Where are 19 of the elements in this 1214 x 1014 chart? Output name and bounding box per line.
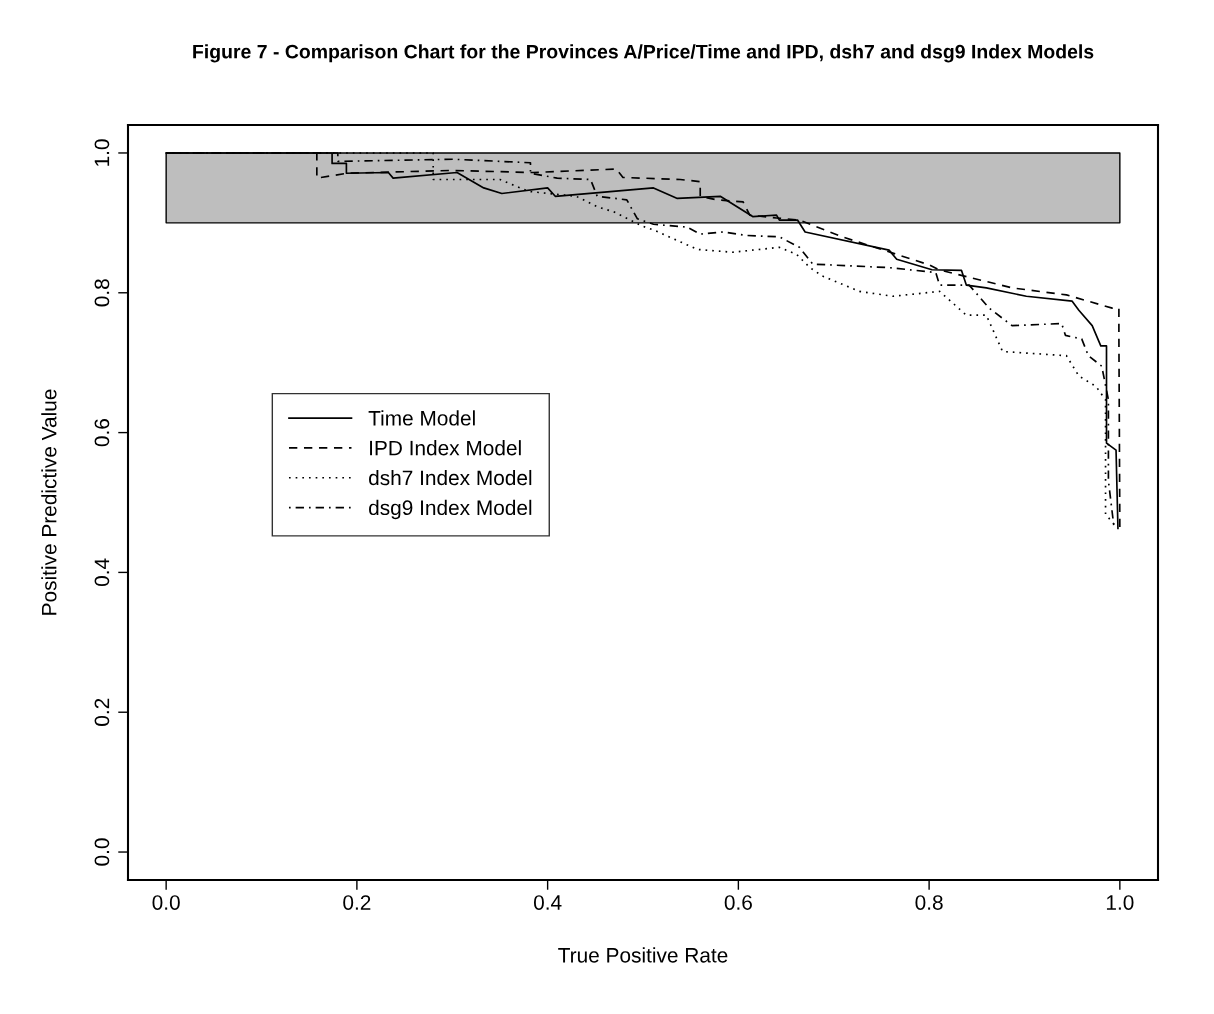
x-tick-label: 0.2: [343, 895, 371, 910]
legend-label: dsg9 Index Model: [369, 499, 532, 520]
y-axis-title: Positive Predictive Value: [41, 389, 57, 615]
chart-title: Figure 7 - Comparison Chart for the Provinces A/Price/Time and IPD, dsh7 and dsg9 Index Models: [193, 44, 1094, 63]
y-tick-label: 0.2: [94, 698, 110, 726]
x-tick-label: 0.6: [724, 895, 752, 910]
x-tick-label: 0.8: [915, 895, 943, 910]
x-tick-label: 1.0: [1106, 895, 1134, 910]
legend-label: IPD Index Model: [370, 440, 521, 456]
y-tick-label: 0.8: [94, 279, 110, 307]
x-tick-label: 0.0: [152, 895, 180, 910]
y-tick-label: 0.0: [94, 838, 110, 866]
y-tick-label: 1.0: [94, 139, 110, 166]
y-tick-label: 0.4: [94, 558, 110, 587]
x-axis-title: True Positive Rate: [558, 947, 728, 963]
x-tick-label: 0.4: [533, 895, 562, 910]
legend-label: dsh7 Index Model: [369, 469, 532, 486]
y-tick-label: 0.6: [94, 419, 110, 447]
legend-label: Time Model: [368, 410, 475, 426]
